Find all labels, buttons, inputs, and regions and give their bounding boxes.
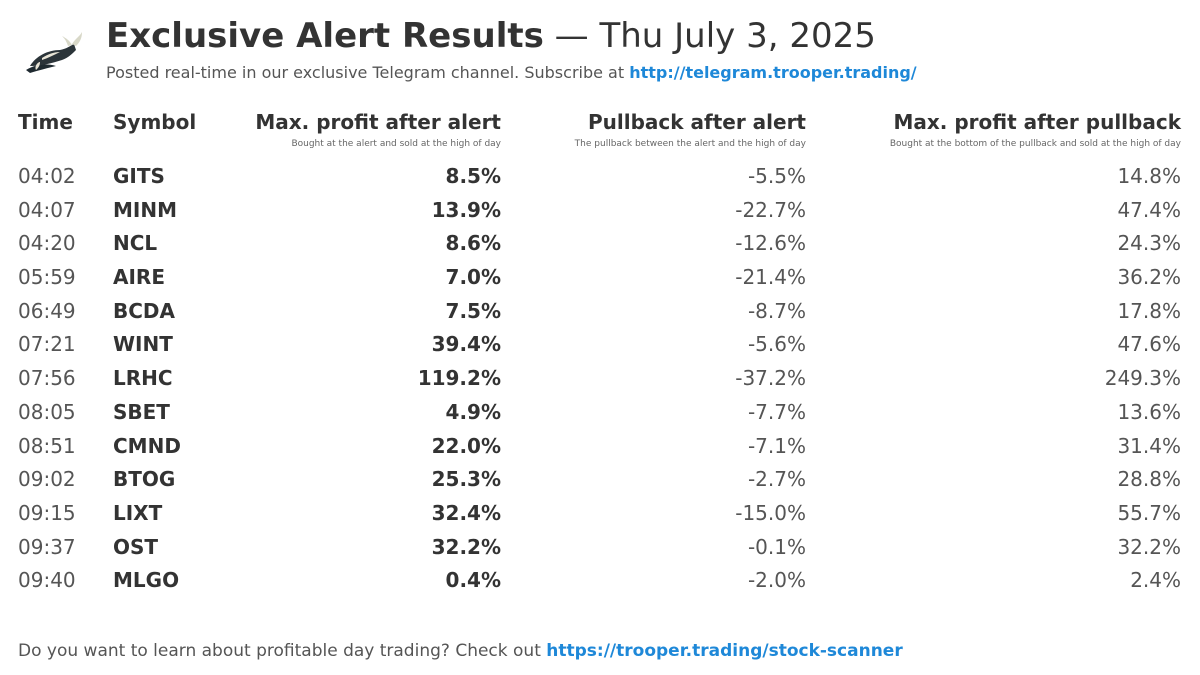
cell-symbol: LIXT	[113, 500, 163, 525]
cell-symbol: BTOG	[113, 467, 176, 492]
column-header-after-pullback: Max. profit after pullback	[893, 110, 1181, 134]
column-subheader-max-profit: Bought at the alert and sold at the high…	[291, 139, 501, 149]
table-row: 08:05 SBET 4.9% -7.7% 13.6%	[0, 396, 1200, 430]
cell-after-pullback: 17.8%	[1117, 298, 1181, 323]
stock-scanner-link[interactable]: https://trooper.trading/stock-scanner	[546, 641, 903, 661]
cell-pullback: -22.7%	[735, 197, 806, 222]
title-main: Exclusive Alert Results	[106, 16, 544, 56]
cell-pullback: -0.1%	[747, 534, 806, 559]
cell-max-profit: 32.4%	[431, 500, 501, 525]
cell-max-profit: 8.5%	[445, 164, 501, 188]
cell-pullback: -2.0%	[747, 568, 806, 593]
cell-symbol: MLGO	[113, 568, 180, 593]
cell-pullback: -2.7%	[747, 467, 806, 492]
cell-time: 04:07	[18, 197, 76, 222]
cell-after-pullback: 32.2%	[1117, 534, 1181, 559]
cell-pullback: -8.7%	[747, 298, 806, 323]
cell-max-profit: 4.9%	[445, 399, 501, 424]
cell-max-profit: 0.4%	[445, 568, 501, 593]
cell-symbol: AIRE	[113, 265, 165, 290]
table-row: 09:02 BTOG 25.3% -2.7% 28.8%	[0, 463, 1200, 497]
bull-logo-icon	[26, 32, 82, 73]
results-table: 04:02 GITS 8.5% -5.5% 14.8% 04:07 MINM 1…	[0, 160, 1200, 598]
cell-time: 07:21	[18, 332, 76, 357]
cell-max-profit: 25.3%	[431, 467, 501, 492]
cell-symbol: WINT	[113, 332, 173, 357]
cell-max-profit: 39.4%	[431, 332, 501, 357]
column-header-max-profit: Max. profit after alert	[255, 110, 501, 134]
table-row: 06:49 BCDA 7.5% -8.7% 17.8%	[0, 295, 1200, 329]
telegram-link[interactable]: http://telegram.trooper.trading/	[629, 63, 917, 82]
column-header-time: Time	[18, 110, 73, 134]
cell-time: 04:02	[18, 164, 76, 188]
cell-after-pullback: 249.3%	[1104, 366, 1181, 391]
table-row: 04:02 GITS 8.5% -5.5% 14.8%	[0, 160, 1200, 194]
cell-pullback: -37.2%	[735, 366, 806, 391]
cell-time: 04:20	[18, 231, 76, 256]
cell-time: 08:51	[18, 433, 76, 458]
column-header-pullback: Pullback after alert	[587, 110, 806, 134]
page-title: Exclusive Alert Results — Thu July 3, 20…	[106, 14, 876, 58]
cell-after-pullback: 47.6%	[1117, 332, 1181, 357]
column-subheader-after-pullback: Bought at the bottom of the pullback and…	[889, 139, 1181, 149]
cell-max-profit: 32.2%	[431, 534, 501, 559]
cell-time: 09:40	[18, 568, 76, 593]
cell-max-profit: 22.0%	[431, 433, 501, 458]
cell-max-profit: 119.2%	[417, 366, 501, 391]
cell-time: 05:59	[18, 265, 76, 290]
cell-pullback: -5.6%	[747, 332, 806, 357]
cell-symbol: SBET	[113, 399, 170, 424]
cell-symbol: MINM	[113, 197, 177, 222]
subtitle: Posted real-time in our exclusive Telegr…	[106, 62, 917, 84]
cell-time: 06:49	[18, 298, 76, 323]
cell-after-pullback: 36.2%	[1117, 265, 1181, 290]
cell-after-pullback: 28.8%	[1117, 467, 1181, 492]
subtitle-text: Posted real-time in our exclusive Telegr…	[106, 63, 625, 82]
cell-after-pullback: 2.4%	[1130, 568, 1181, 593]
cell-after-pullback: 47.4%	[1117, 197, 1181, 222]
cell-after-pullback: 31.4%	[1117, 433, 1181, 458]
title-dash: —	[554, 16, 589, 56]
cell-max-profit: 13.9%	[431, 197, 501, 222]
cell-max-profit: 8.6%	[445, 231, 501, 256]
cell-pullback: -7.1%	[747, 433, 806, 458]
table-row: 07:56 LRHC 119.2% -37.2% 249.3%	[0, 362, 1200, 396]
table-row: 04:07 MINM 13.9% -22.7% 47.4%	[0, 194, 1200, 228]
cell-max-profit: 7.0%	[445, 265, 501, 290]
table-row: 08:51 CMND 22.0% -7.1% 31.4%	[0, 430, 1200, 464]
cell-pullback: -5.5%	[747, 164, 806, 188]
cell-max-profit: 7.5%	[445, 298, 501, 323]
cell-time: 09:15	[18, 500, 76, 525]
cell-pullback: -21.4%	[735, 265, 806, 290]
cell-time: 09:37	[18, 534, 76, 559]
table-row: 07:21 WINT 39.4% -5.6% 47.6%	[0, 328, 1200, 362]
cell-symbol: GITS	[113, 164, 165, 188]
column-subheader-pullback: The pullback between the alert and the h…	[574, 139, 806, 149]
table-row: 04:20 NCL 8.6% -12.6% 24.3%	[0, 227, 1200, 261]
cell-symbol: NCL	[113, 231, 158, 256]
table-row: 09:40 MLGO 0.4% -2.0% 2.4%	[0, 564, 1200, 598]
footer: Do you want to learn about profitable da…	[18, 639, 903, 663]
table-row: 05:59 AIRE 7.0% -21.4% 36.2%	[0, 261, 1200, 295]
cell-after-pullback: 55.7%	[1117, 500, 1181, 525]
cell-pullback: -15.0%	[735, 500, 806, 525]
cell-symbol: LRHC	[113, 366, 173, 391]
title-date: Thu July 3, 2025	[599, 16, 876, 56]
table-row: 09:15 LIXT 32.4% -15.0% 55.7%	[0, 497, 1200, 531]
cell-after-pullback: 24.3%	[1117, 231, 1181, 256]
cell-symbol: BCDA	[113, 298, 176, 323]
cell-symbol: OST	[113, 534, 159, 559]
cell-after-pullback: 14.8%	[1117, 164, 1181, 188]
cell-time: 07:56	[18, 366, 76, 391]
cell-time: 08:05	[18, 399, 76, 424]
table-row: 09:37 OST 32.2% -0.1% 32.2%	[0, 531, 1200, 565]
column-header-symbol: Symbol	[113, 110, 197, 134]
cell-after-pullback: 13.6%	[1117, 399, 1181, 424]
footer-text: Do you want to learn about profitable da…	[18, 641, 541, 661]
cell-time: 09:02	[18, 467, 76, 492]
cell-symbol: CMND	[113, 433, 181, 458]
cell-pullback: -7.7%	[747, 399, 806, 424]
cell-pullback: -12.6%	[735, 231, 806, 256]
